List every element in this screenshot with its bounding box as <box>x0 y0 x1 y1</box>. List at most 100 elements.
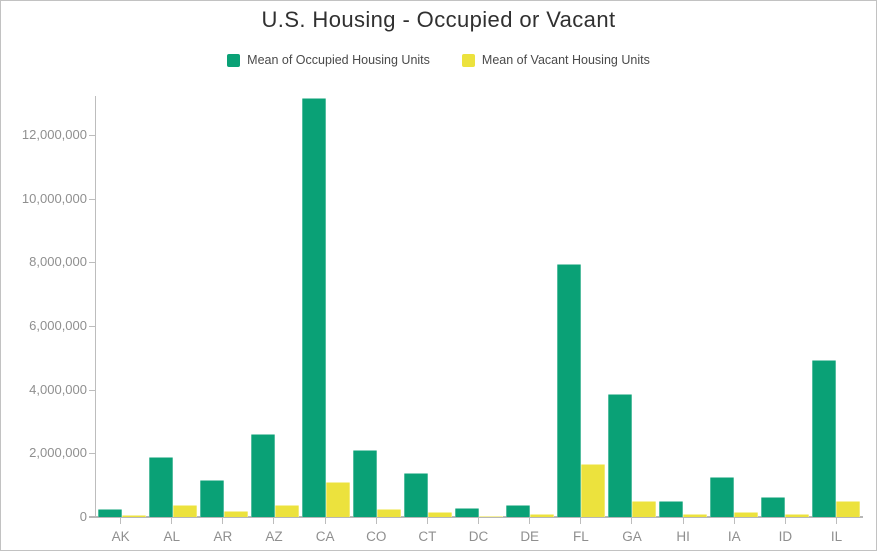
vacant-series-swatch-icon <box>461 53 475 67</box>
bar-group-ca <box>300 96 351 517</box>
bar-group-ak <box>96 96 147 517</box>
x-axis-label-de: DE <box>520 529 540 544</box>
x-axis-cell: AK <box>95 518 146 544</box>
bar-group-ia <box>709 96 760 517</box>
occupied-bar-al[interactable] <box>148 457 173 517</box>
vacant-bar-de[interactable] <box>530 513 555 517</box>
x-axis-label-co: CO <box>366 529 387 544</box>
x-axis-label-fl: FL <box>572 529 589 544</box>
x-axis-tick-mark <box>580 518 582 524</box>
x-axis-cell: IA <box>709 518 760 544</box>
occupied-bar-ca[interactable] <box>301 98 326 517</box>
x-axis-cell: CT <box>402 518 453 544</box>
vacant-bar-hi[interactable] <box>683 514 708 517</box>
occupied-bar-hi[interactable] <box>659 501 684 517</box>
x-axis-cell: GA <box>606 518 657 544</box>
occupied-bar-co[interactable] <box>352 450 377 517</box>
bar-group-hi <box>658 96 709 517</box>
vacant-bar-il[interactable] <box>836 501 861 517</box>
vacant-bar-ga[interactable] <box>632 500 657 517</box>
y-axis-tick-label: 8,000,000 <box>29 254 87 270</box>
y-axis-tick-label: 4,000,000 <box>29 381 87 397</box>
x-axis-label-id: ID <box>778 529 793 544</box>
x-axis-tick-mark <box>836 518 838 524</box>
y-axis-tick-mark <box>89 389 95 391</box>
x-axis-tick-mark <box>784 518 786 524</box>
x-axis-cell: HI <box>658 518 709 544</box>
occupied-series-swatch-icon <box>227 53 241 67</box>
plot-area <box>95 96 862 517</box>
occupied-bar-ga[interactable] <box>608 394 633 517</box>
bar-groups <box>96 96 862 517</box>
y-axis-tick-label: 10,000,000 <box>21 190 87 206</box>
bar-group-az <box>249 96 300 517</box>
y-axis-tick-mark <box>89 134 95 136</box>
x-axis-cell: IL <box>811 518 862 544</box>
occupied-bar-az[interactable] <box>250 433 275 517</box>
y-axis-tick-mark <box>89 198 95 200</box>
x-axis-tick-mark <box>478 518 480 524</box>
bar-group-fl <box>556 96 607 517</box>
occupied-bar-dc[interactable] <box>454 507 479 517</box>
x-axis-label-ia: IA <box>727 529 741 544</box>
x-axis-label-ca: CA <box>315 529 335 544</box>
occupied-bar-fl[interactable] <box>557 263 582 517</box>
x-axis-tick-mark <box>120 518 122 524</box>
vacant-bar-ia[interactable] <box>734 512 759 517</box>
x-axis-tick-mark <box>273 518 275 524</box>
x-axis-cell: ID <box>760 518 811 544</box>
legend-item-vacant[interactable]: Mean of Vacant Housing Units <box>461 53 650 67</box>
occupied-bar-ia[interactable] <box>710 476 735 517</box>
bar-group-dc <box>453 96 504 517</box>
vacant-bar-az[interactable] <box>274 504 299 517</box>
occupied-bar-il[interactable] <box>812 360 837 517</box>
x-axis-label-dc: DC <box>468 529 489 544</box>
x-axis-label-ga: GA <box>622 529 642 544</box>
x-axis-tick-mark <box>682 518 684 524</box>
occupied-bar-id[interactable] <box>761 496 786 517</box>
vacant-bar-ca[interactable] <box>325 482 350 517</box>
y-axis-tick-label: 6,000,000 <box>29 317 87 333</box>
x-axis: AK AL AR AZ CA CO CT DC DE FL GA HI IA ID IL <box>95 518 862 544</box>
legend-label-occupied: Mean of Occupied Housing Units <box>247 53 430 67</box>
legend: Mean of Occupied Housing Units Mean of V… <box>1 53 876 67</box>
x-axis-cell: AZ <box>248 518 299 544</box>
vacant-bar-ct[interactable] <box>427 512 452 517</box>
chart-title: U.S. Housing - Occupied or Vacant <box>261 7 616 32</box>
x-axis-label-ar: AR <box>213 529 233 544</box>
x-axis-cell: AR <box>197 518 248 544</box>
x-axis-tick-mark <box>171 518 173 524</box>
x-axis-tick-mark <box>631 518 633 524</box>
occupied-bar-ar[interactable] <box>199 479 224 517</box>
vacant-bar-al[interactable] <box>172 504 197 517</box>
bar-group-id <box>760 96 811 517</box>
y-axis-tick-mark <box>89 262 95 264</box>
vacant-bar-id[interactable] <box>785 514 810 517</box>
vacant-bar-dc[interactable] <box>478 515 503 517</box>
x-axis-label-az: AZ <box>265 529 283 544</box>
y-axis-tick-mark <box>89 325 95 327</box>
occupied-bar-ak[interactable] <box>97 509 122 517</box>
legend-item-occupied[interactable]: Mean of Occupied Housing Units <box>227 53 430 67</box>
x-axis-cell: CA <box>300 518 351 544</box>
x-axis-tick-mark <box>375 518 377 524</box>
vacant-bar-ak[interactable] <box>121 514 146 517</box>
vacant-bar-co[interactable] <box>376 509 401 517</box>
occupied-bar-ct[interactable] <box>403 473 428 517</box>
bar-group-co <box>351 96 402 517</box>
occupied-bar-de[interactable] <box>506 504 531 517</box>
x-axis-cell: DC <box>453 518 504 544</box>
x-axis-cell: FL <box>555 518 606 544</box>
bar-group-ar <box>198 96 249 517</box>
vacant-bar-ar[interactable] <box>223 510 248 517</box>
legend-label-vacant: Mean of Vacant Housing Units <box>481 53 650 67</box>
x-axis-cell: DE <box>504 518 555 544</box>
bar-group-al <box>147 96 198 517</box>
vacant-bar-fl[interactable] <box>581 464 606 517</box>
x-axis-cell: CO <box>351 518 402 544</box>
x-axis-label-il: IL <box>830 529 843 544</box>
x-axis-tick-mark <box>426 518 428 524</box>
x-axis-tick-mark <box>324 518 326 524</box>
bar-group-de <box>505 96 556 517</box>
